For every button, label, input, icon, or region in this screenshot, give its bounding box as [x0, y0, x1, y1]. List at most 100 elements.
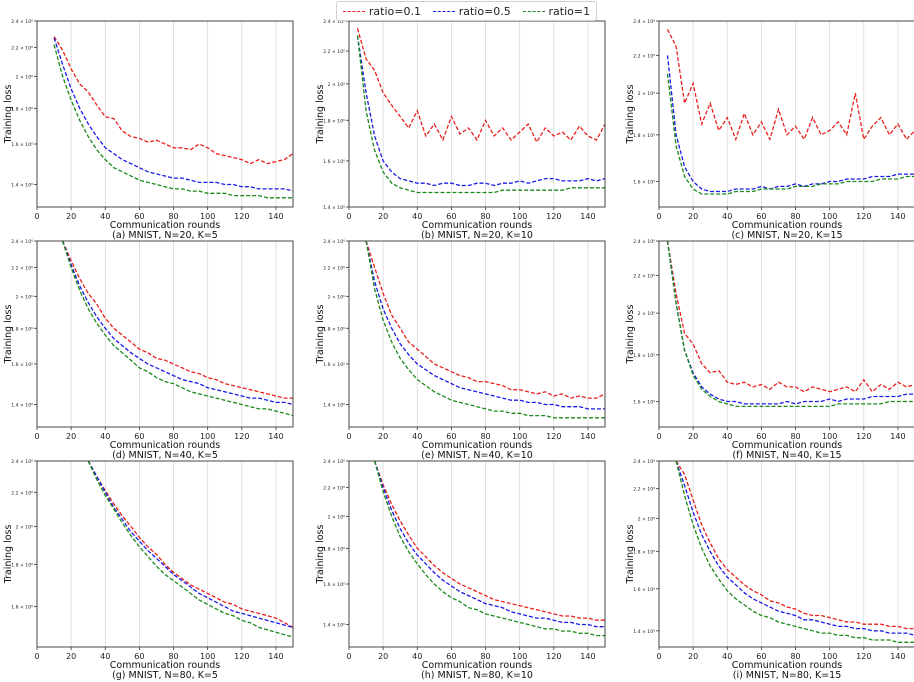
- subplot-8: 0 20 40 60 80 100 120 140 2.4 × 10⁰ 2.2 × 10⁰ 2 × …: [315, 459, 606, 681]
- y-tick-label: 1.6 × 10⁰: [323, 362, 345, 368]
- x-tick-label: 100: [822, 432, 837, 441]
- subplot-caption: (f) MNIST, N=40, K=15: [732, 450, 841, 461]
- x-axis-label: Communication rounds: [422, 220, 532, 231]
- x-tick-label: 20: [688, 432, 698, 441]
- series-line-ratio-1: [666, 241, 914, 408]
- x-tick-label: 80: [168, 432, 178, 441]
- subplot-caption: (a) MNIST, N=20, K=5: [112, 230, 218, 241]
- x-tick-label: 60: [756, 652, 766, 661]
- subplot-caption: (c) MNIST, N=20, K=15: [731, 230, 842, 241]
- x-tick-label: 120: [856, 212, 871, 221]
- plot-frame: [658, 240, 914, 428]
- y-tick-label: 2.2 × 10⁰: [323, 485, 345, 491]
- x-tick-label: 60: [756, 432, 766, 441]
- x-tick-label: 60: [446, 432, 456, 441]
- x-tick-label: 0: [34, 652, 39, 661]
- series-line-ratio-1: [675, 461, 914, 643]
- y-tick-label: 2.4 × 10⁰: [11, 239, 33, 245]
- x-tick-label: 140: [890, 212, 905, 221]
- x-tick-label: 80: [480, 212, 490, 221]
- series-line-ratio-1: [666, 73, 914, 195]
- x-tick-label: 80: [168, 212, 178, 221]
- y-tick-label: 1.4 × 10⁰: [633, 629, 655, 635]
- x-tick-label: 20: [688, 212, 698, 221]
- x-tick-label: 0: [656, 432, 661, 441]
- y-tick-label: 2 × 10⁰: [638, 516, 656, 522]
- y-tick-label: 2.4 × 10⁰: [11, 19, 33, 25]
- series-line-ratio-0-1: [666, 29, 914, 142]
- x-tick-label: 80: [790, 432, 800, 441]
- x-tick-label: 140: [268, 432, 283, 441]
- x-tick-label: 20: [66, 432, 76, 441]
- x-tick-label: 40: [722, 212, 732, 221]
- x-tick-label: 20: [378, 432, 388, 441]
- x-tick-label: 0: [656, 652, 661, 661]
- series-line-ratio-0-5: [61, 241, 293, 406]
- x-tick-label: 100: [200, 432, 215, 441]
- series-line-ratio-1: [373, 461, 605, 637]
- x-tick-label: 40: [100, 432, 110, 441]
- y-tick-label: 1.8 × 10⁰: [633, 133, 655, 139]
- x-tick-label: 100: [512, 212, 527, 221]
- subplot-caption: (d) MNIST, N=40, K=5: [112, 450, 218, 461]
- x-tick-label: 140: [580, 212, 595, 221]
- y-tick-label: 2.2 × 10⁰: [323, 49, 345, 55]
- y-tick-label: 1.6 × 10⁰: [11, 362, 33, 368]
- y-tick-label: 1.6 × 10⁰: [323, 582, 345, 588]
- legend-item-ratio-0-5: ratio=0.5: [432, 5, 511, 18]
- series-line-ratio-0-5: [675, 461, 914, 636]
- y-tick-label: 2 × 10⁰: [328, 514, 346, 520]
- x-tick-label: 80: [790, 652, 800, 661]
- x-tick-label: 0: [34, 212, 39, 221]
- y-axis-label: Training loss: [315, 305, 326, 365]
- subplot-caption: (i) MNIST, N=80, K=15: [733, 670, 842, 681]
- x-tick-label: 100: [822, 652, 837, 661]
- y-tick-label: 2.2 × 10⁰: [633, 53, 655, 59]
- y-tick-label: 2 × 10⁰: [638, 91, 656, 97]
- series-line-ratio-0-5: [53, 37, 293, 192]
- y-axis-label: Training loss: [625, 305, 636, 365]
- x-tick-label: 20: [66, 212, 76, 221]
- y-tick-label: 1.8 × 10⁰: [11, 106, 33, 112]
- y-tick-label: 1.4 × 10⁰: [323, 623, 345, 629]
- plot-frame: [658, 460, 914, 648]
- y-tick-label: 2 × 10⁰: [328, 294, 346, 300]
- x-tick-label: 120: [546, 432, 561, 441]
- y-tick-label: 2.2 × 10⁰: [11, 265, 33, 271]
- series-line-ratio-0-1: [666, 241, 914, 393]
- series-line-ratio-1: [356, 35, 605, 194]
- subplot-6: 0 20 40 60 80 100 120 140 2.4 × 10⁰ 2.2 × 10⁰ 2 × …: [625, 239, 914, 461]
- series-line-ratio-0-1: [62, 241, 293, 399]
- plot-frame: [658, 20, 914, 208]
- y-axis-label: Training loss: [625, 525, 636, 585]
- x-tick-label: 40: [100, 652, 110, 661]
- x-tick-label: 100: [512, 432, 527, 441]
- x-tick-label: 140: [580, 432, 595, 441]
- y-tick-label: 1.4 × 10⁰: [323, 205, 345, 211]
- x-tick-label: 40: [100, 212, 110, 221]
- x-tick-label: 0: [346, 432, 351, 441]
- x-tick-label: 60: [446, 652, 456, 661]
- series-line-ratio-1: [365, 241, 605, 419]
- y-tick-label: 2.4 × 10⁰: [323, 19, 345, 25]
- x-tick-label: 60: [134, 652, 144, 661]
- y-tick-label: 1.6 × 10⁰: [633, 399, 655, 405]
- x-tick-label: 140: [890, 432, 905, 441]
- series-line-ratio-1: [87, 461, 293, 638]
- series-line-ratio-1: [61, 241, 293, 417]
- y-tick-label: 2 × 10⁰: [328, 82, 346, 88]
- x-tick-label: 140: [268, 212, 283, 221]
- x-tick-label: 20: [378, 212, 388, 221]
- y-tick-label: 2 × 10⁰: [16, 74, 34, 80]
- subplot-caption: (e) MNIST, N=40, K=10: [421, 450, 533, 461]
- x-tick-label: 80: [790, 212, 800, 221]
- x-tick-label: 20: [378, 652, 388, 661]
- x-tick-label: 140: [890, 652, 905, 661]
- series-line-ratio-0-1: [53, 36, 293, 165]
- subplot-caption: (g) MNIST, N=80, K=5: [112, 670, 218, 681]
- subplot-9: 0 20 40 60 80 100 120 140 2.4 × 10⁰ 2.2 × 10⁰ 2 × …: [625, 459, 914, 681]
- x-axis-label: Communication rounds: [110, 660, 220, 671]
- y-tick-label: 1.6 × 10⁰: [633, 587, 655, 593]
- y-tick-label: 2.2 × 10⁰: [323, 265, 345, 271]
